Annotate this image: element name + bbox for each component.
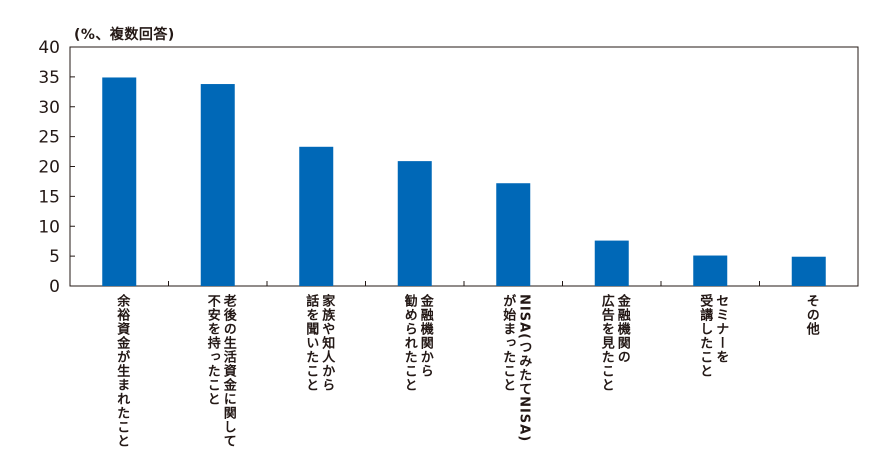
x-category-label-line: が始まったこと [500, 294, 516, 392]
x-category-label: 余裕資金が生まれたこと [113, 294, 129, 448]
x-category-label-line: 家族や知人から [319, 294, 335, 392]
x-category-label: セミナーを 受講したこと [696, 294, 728, 378]
x-category-label: NISA(つみたてNISA) が始まったこと [499, 294, 531, 442]
bar [693, 255, 728, 286]
y-tick-label: 10 [38, 217, 60, 237]
y-axis-unit-label: (%、複数回答) [74, 27, 175, 43]
x-category-label-line: 老後の生活資金に関して [220, 294, 236, 448]
x-category-label-line: 金融機関の [614, 294, 630, 364]
x-category-label-line: 受講したこと [697, 294, 713, 378]
y-tick-label: 35 [38, 68, 60, 88]
bar [102, 77, 137, 286]
bar [594, 240, 629, 286]
y-tick-label: 15 [38, 187, 60, 207]
y-tick-label: 25 [38, 128, 60, 148]
x-category-label-line: 不安を持ったこと [204, 294, 220, 406]
y-axis-ticks: 0 5 10 15 20 25 30 35 40 [38, 38, 75, 297]
x-category-label-line: 金融機関から [417, 294, 433, 378]
x-category-label: 金融機関の 広告を見たこと [598, 294, 630, 392]
y-tick-label: 20 [38, 158, 60, 178]
bar [496, 183, 531, 286]
x-category-label-line: 広告を見たこと [598, 294, 614, 392]
bar [791, 256, 826, 286]
y-tick-label: 30 [38, 98, 60, 118]
x-category-label-line: その他 [803, 294, 819, 336]
y-tick-label: 5 [49, 247, 60, 267]
plot-frame [69, 46, 859, 287]
x-category-label: その他 [803, 294, 819, 336]
x-category-label-line: セミナーを [713, 294, 729, 364]
x-category-label-line: 勧められたこと [401, 294, 417, 392]
x-category-label-line: 余裕資金が生まれたこと [114, 294, 130, 448]
bar [200, 84, 235, 286]
y-tick-label: 40 [38, 38, 60, 58]
x-category-label: 金融機関から 勧められたこと [401, 294, 433, 392]
chart-bars [102, 77, 826, 286]
x-category-label: 家族や知人から 話を聞いたこと [302, 294, 334, 392]
chart-axes [69, 46, 859, 287]
bar [299, 146, 334, 286]
x-category-label-line: 話を聞いたこと [303, 294, 319, 392]
x-category-label-line: NISA(つみたてNISA) [516, 294, 532, 443]
x-category-label: 老後の生活資金に関して 不安を持ったこと [204, 294, 236, 448]
bar [397, 161, 432, 286]
y-tick-label: 0 [49, 277, 60, 297]
